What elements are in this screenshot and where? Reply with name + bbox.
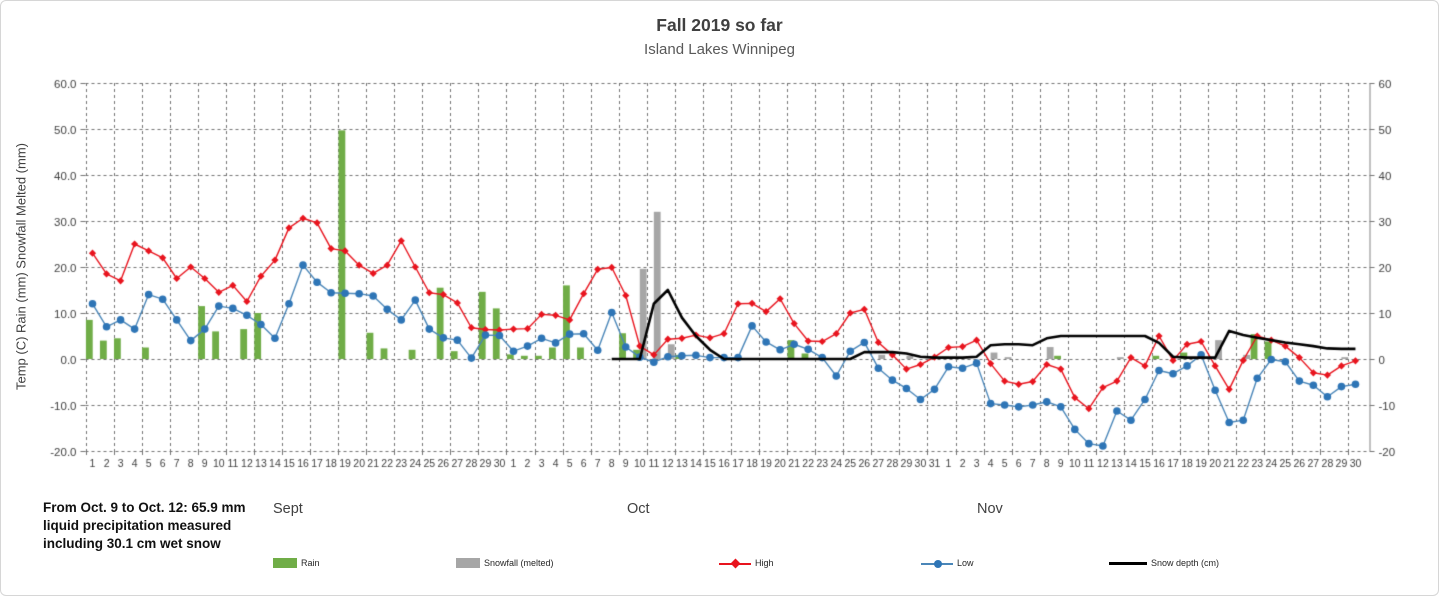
snow-depth-line-swatch-icon xyxy=(1109,561,1147,565)
high-line-swatch-icon xyxy=(719,558,751,569)
legend-item-low: Low xyxy=(921,555,974,571)
chart-title: Fall 2019 so far xyxy=(656,15,783,35)
legend-label-low: Low xyxy=(957,558,974,568)
legend-label-snowfall: Snowfall (melted) xyxy=(484,558,554,568)
legend-item-snow-depth: Snow depth (cm) xyxy=(1109,555,1219,571)
legend-item-snowfall: Snowfall (melted) xyxy=(456,555,554,571)
chart-subtitle: Island Lakes Winnipeg xyxy=(644,41,795,58)
month-label-oct: Oct xyxy=(627,501,650,517)
annotation-line-3: including 30.1 cm wet snow xyxy=(43,536,221,551)
annotation-line-1: From Oct. 9 to Oct. 12: 65.9 mm xyxy=(43,500,246,515)
legend-item-rain: Rain xyxy=(273,555,320,571)
legend-label-rain: Rain xyxy=(301,558,320,568)
rain-swatch-icon xyxy=(273,558,297,568)
annotation-line-2: liquid precipitation measured xyxy=(43,518,232,533)
legend-item-high: High xyxy=(719,555,774,571)
legend-label-high: High xyxy=(755,558,774,568)
month-label-nov: Nov xyxy=(977,501,1003,517)
legend: Rain Snowfall (melted) High Low Snow dep… xyxy=(1,555,1438,575)
y-axis-label: Temp (C) Rain (mm) Snowfall Melted (mm) xyxy=(13,142,29,391)
annotation-note: From Oct. 9 to Oct. 12: 65.9 mm liquid p… xyxy=(43,499,246,553)
low-line-swatch-icon xyxy=(921,558,953,568)
snowfall-swatch-icon xyxy=(456,558,480,568)
month-label-sept: Sept xyxy=(273,501,303,517)
legend-label-snow-depth: Snow depth (cm) xyxy=(1151,558,1220,568)
